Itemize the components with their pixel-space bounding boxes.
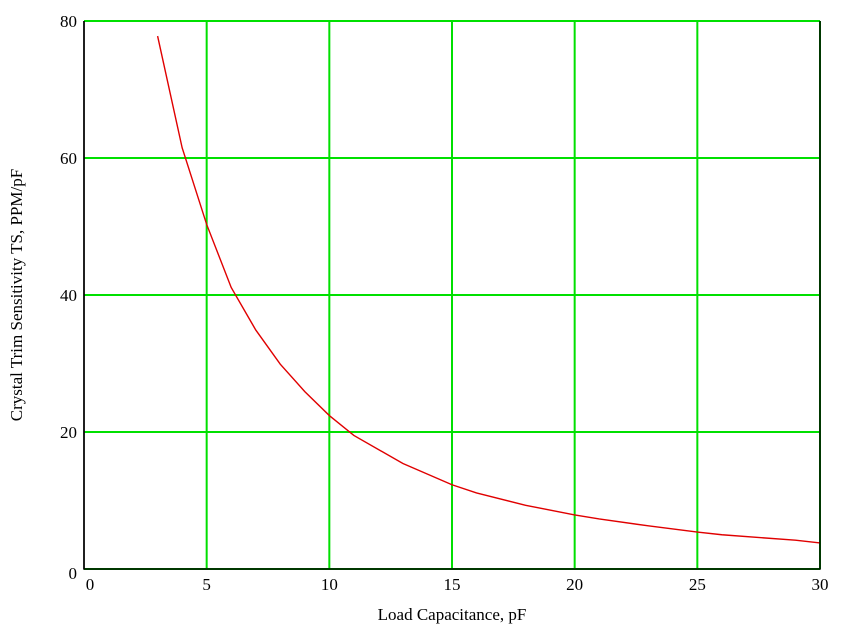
y-tick-label: 60 [60,149,77,168]
y-tick-label: 20 [60,423,77,442]
x-tick-label: 25 [689,575,706,594]
y-tick-labels: 0 20 40 60 80 [60,12,77,583]
x-tick-label: 10 [321,575,338,594]
x-axis-label: Load Capacitance, pF [378,605,527,624]
plot-frame [83,20,821,570]
y-tick-label: 40 [60,286,77,305]
x-tick-label: 20 [566,575,583,594]
x-tick-label: 5 [202,575,211,594]
y-axis-label: Crystal Trim Sensitivity TS, PPM/pF [7,169,26,421]
x-tick-label: 15 [444,575,461,594]
y-tick-label: 80 [60,12,77,31]
x-tick-labels: 0 5 10 15 20 25 30 [86,575,829,594]
x-tick-label: 30 [812,575,829,594]
y-tick-label: 0 [69,564,78,583]
x-tick-label: 0 [86,575,95,594]
grid [83,20,821,570]
series-line [156,35,821,544]
series [156,35,821,544]
